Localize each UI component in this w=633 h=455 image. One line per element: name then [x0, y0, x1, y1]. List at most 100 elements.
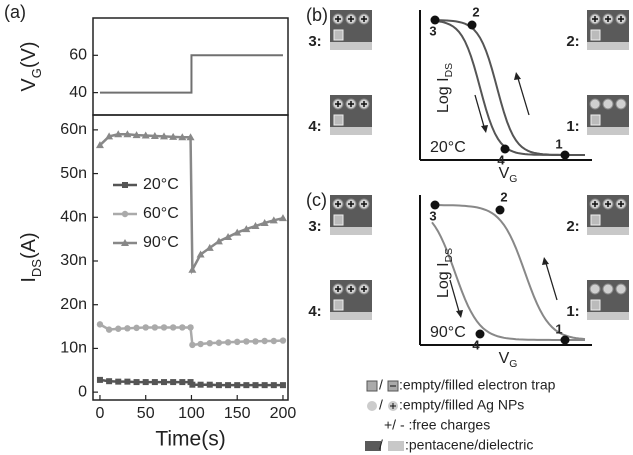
marker: [114, 130, 123, 138]
marker: [234, 382, 241, 389]
marker: [161, 379, 168, 386]
trap: [333, 299, 344, 311]
key-icon: [388, 441, 404, 451]
key-icon: [365, 441, 381, 451]
marker: [124, 378, 131, 385]
marker: [170, 379, 177, 386]
key-icon: [367, 401, 377, 411]
y-tick-label: 40: [69, 84, 87, 101]
marker: [225, 382, 232, 389]
device-dielectric: [330, 227, 372, 235]
key-separator: /: [379, 437, 383, 453]
state-label: 3:: [308, 33, 321, 50]
marker: [214, 237, 223, 245]
y-axis-label-part: (V): [18, 41, 40, 68]
marker: [269, 216, 278, 224]
device-dielectric: [587, 127, 629, 135]
trap: [590, 299, 601, 311]
marker: [169, 324, 177, 331]
panel-label: (b): [306, 5, 328, 25]
arrow: [516, 74, 530, 116]
state-point: [495, 205, 505, 215]
transfer-curve: [431, 19, 585, 156]
device-dielectric: [330, 312, 372, 320]
key-icon: [366, 380, 378, 392]
marker: [270, 337, 278, 345]
series-line: [99, 54, 283, 94]
arrow-head: [514, 72, 521, 80]
marker: [178, 133, 187, 141]
y-tick-label: 40n: [60, 209, 87, 226]
marker: [141, 131, 150, 139]
y-axis-label-part: Log I: [435, 77, 452, 113]
marker: [133, 324, 140, 332]
x-axis-label: VG: [499, 350, 518, 370]
marker: [123, 130, 132, 138]
marker: [252, 338, 259, 345]
point-label: 1: [555, 321, 562, 336]
state-point: [430, 15, 440, 25]
y-tick-label: 20n: [60, 296, 87, 313]
state-label: 1:: [566, 303, 579, 320]
marker: [179, 379, 186, 386]
state-point: [430, 200, 440, 210]
y-axis-label-part: I: [18, 277, 40, 283]
marker: [224, 232, 233, 240]
marker: [205, 243, 214, 251]
marker: [260, 218, 269, 226]
marker: [186, 133, 195, 141]
y-axis-label: IDS(A): [18, 232, 44, 282]
arrow: [544, 259, 558, 301]
arrow-head: [481, 125, 488, 133]
point-label: 4: [497, 152, 505, 167]
marker: [121, 210, 129, 218]
nanoparticle: [602, 283, 614, 295]
marker: [95, 141, 104, 149]
temperature: 20°C: [430, 139, 466, 156]
arrow-head: [542, 257, 549, 265]
marker: [197, 340, 204, 348]
state-point: [467, 20, 477, 30]
x-axis-label-part: V: [499, 350, 510, 367]
y-tick-label: 10n: [60, 340, 87, 357]
marker: [142, 379, 149, 386]
nanoparticle: [589, 283, 601, 295]
y-tick-label: 60n: [60, 121, 87, 138]
marker: [215, 339, 223, 346]
nanoparticle: [615, 283, 627, 295]
transfer-curve: [431, 221, 585, 341]
marker: [121, 239, 129, 246]
point-label: 3: [429, 23, 436, 38]
state-point: [475, 329, 485, 339]
trap: [333, 214, 344, 226]
arrow: [449, 279, 461, 316]
marker: [150, 131, 159, 139]
key-text: :pentacene/dielectric: [405, 437, 533, 453]
y-tick-label: 60: [69, 47, 87, 64]
marker: [106, 378, 113, 385]
state-point: [500, 144, 510, 154]
legend-label: 60°C: [143, 205, 179, 222]
marker: [243, 382, 250, 389]
marker: [189, 341, 196, 349]
point-label: 2: [472, 4, 479, 19]
x-tick-label: 150: [224, 405, 251, 422]
x-axis-label: Time(s): [155, 428, 225, 451]
nanoparticle: [602, 98, 614, 110]
marker: [197, 381, 204, 388]
y-axis-label-part: Log I: [435, 262, 452, 298]
marker: [189, 381, 196, 388]
device-dielectric: [330, 42, 372, 50]
marker: [279, 382, 286, 389]
marker: [115, 378, 122, 385]
y-axis-label-part: DS: [29, 259, 44, 277]
state-label: 3:: [308, 218, 321, 235]
marker: [279, 337, 287, 344]
y-tick-label: 50n: [60, 165, 87, 182]
plot-frame: [92, 114, 289, 401]
x-tick-label: 0: [96, 405, 105, 422]
key-separator: /: [379, 377, 383, 393]
trap: [590, 29, 601, 41]
x-axis-label-part: G: [509, 359, 517, 370]
x-tick-label: 100: [178, 405, 205, 422]
